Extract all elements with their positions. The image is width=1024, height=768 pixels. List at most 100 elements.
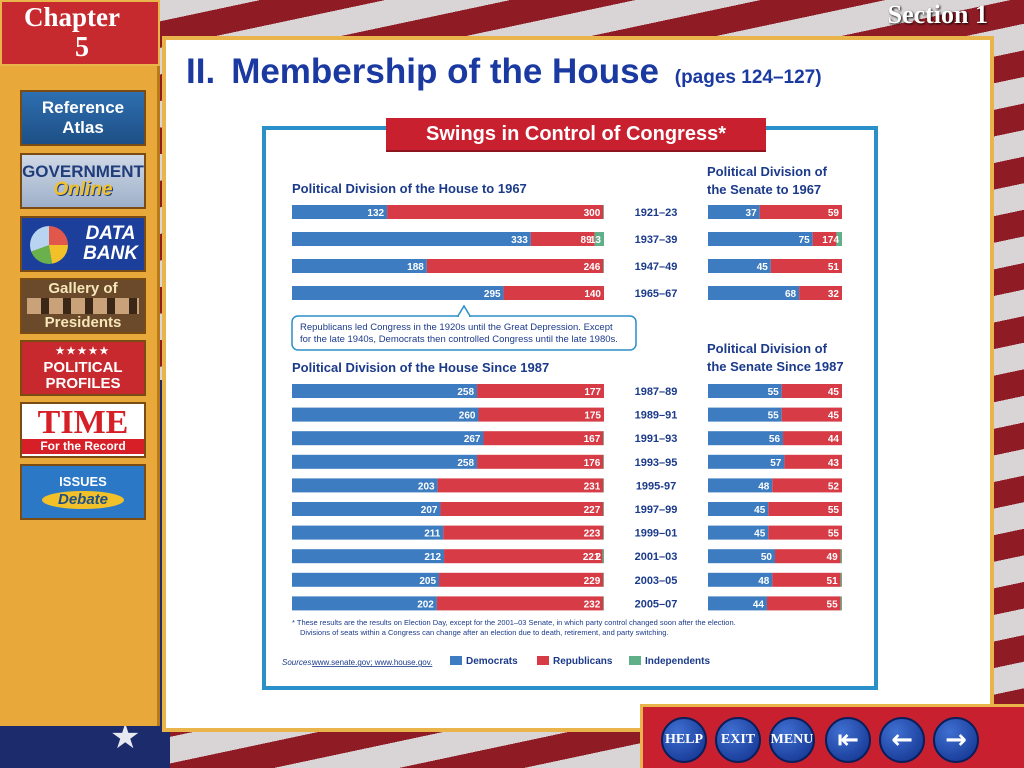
senate-bar-segment [768, 502, 842, 516]
house-bar-value: 232 [584, 599, 601, 610]
house-bar-value: 89 [581, 235, 593, 246]
congress-label: 2001–03 [635, 551, 678, 563]
house-bar-value: 221 [583, 552, 600, 563]
congress-label: 1999–01 [635, 528, 678, 540]
senate-bar-segment [708, 232, 813, 246]
house-bar-segment [292, 572, 440, 587]
political-profiles-line1: POLITICAL [43, 359, 123, 376]
issues-to-debate-button[interactable]: ISSUES Debate [20, 464, 146, 520]
senate-bar-segment [840, 549, 842, 564]
senate-bar-segment [708, 478, 773, 493]
reference-atlas-line1: Reference [41, 98, 125, 117]
government-online-line2: Online [53, 179, 113, 200]
house-bar-segment [443, 525, 604, 540]
government-online-button[interactable]: GOVERNMENT Online [20, 153, 146, 209]
house-bar-segment [292, 259, 427, 273]
data-bank-button[interactable]: DATA BANK [20, 216, 146, 272]
congress-label: 1947–49 [635, 261, 678, 273]
exit-button[interactable]: EXIT [715, 717, 761, 763]
senate-bar-segment [759, 205, 842, 219]
senate-bar-value: 45 [828, 387, 840, 398]
house-bar-segment [603, 259, 604, 273]
legend-label: Republicans [553, 656, 613, 667]
senate-bar-value: 32 [828, 289, 840, 300]
senate-bar-value: 49 [827, 552, 839, 563]
senate-bar-segment [708, 407, 782, 422]
house-bar-segment [292, 502, 441, 516]
note-line: for the late 1940s, Democrats then contr… [300, 334, 618, 345]
house-bar-segment [503, 286, 604, 300]
house-bar-segment [387, 205, 604, 219]
house-bar-value: 175 [584, 411, 601, 422]
house-bar-value: 132 [367, 208, 384, 219]
data-bank-line2: BANK [83, 243, 138, 264]
house-bar-value: 140 [584, 289, 601, 300]
senate-bar-value: 45 [757, 262, 769, 273]
footnote-line: Divisions of seats within a Congress can… [300, 628, 669, 637]
senate-bar-value: 52 [828, 481, 840, 492]
time-for-the-record-button[interactable]: TIME For the Record [20, 402, 146, 458]
help-button[interactable]: HELP [661, 717, 707, 763]
first-page-icon[interactable]: ⇤ [825, 717, 871, 763]
note-box-pointer-mask [459, 315, 469, 318]
congress-label: 1989–91 [635, 410, 678, 422]
senate-bar-value: 57 [770, 458, 782, 469]
senate-bar-segment [766, 596, 841, 611]
chapter-tab: Chapter 5 [0, 0, 160, 66]
congress-label: 1995-97 [636, 480, 676, 492]
senate-bar-value: 17 [822, 235, 834, 246]
senate-bar-value: 51 [828, 262, 840, 273]
next-arrow-icon[interactable]: → [933, 717, 979, 763]
issues-line2: Debate [41, 491, 125, 509]
senate-bar-segment [772, 478, 842, 493]
sources-text: www.senate.gov; www.house.gov. [311, 658, 432, 667]
previous-arrow-icon[interactable]: ← [879, 717, 925, 763]
congress-label: 2005–07 [635, 598, 678, 610]
senate-bar-value: 55 [827, 599, 839, 610]
gallery-of-presidents-button[interactable]: Gallery of Presidents [20, 278, 146, 334]
house-bar-segment [478, 407, 604, 422]
house-bar-segment [530, 232, 595, 246]
house-bar-value: 231 [584, 481, 601, 492]
senate-bar-segment [768, 525, 842, 540]
senate-bar-value: 45 [828, 411, 840, 422]
house-bar-segment [444, 549, 603, 564]
gallery-line1: Gallery of [48, 280, 118, 297]
senate-bar-segment [708, 502, 769, 516]
house-bar-value: 333 [511, 235, 528, 246]
gallery-line2: Presidents [44, 314, 122, 331]
house-bar-value: 246 [584, 262, 601, 273]
house-bar-value: 258 [457, 458, 474, 469]
senate-bar-segment [708, 525, 769, 540]
house-bar-segment [603, 431, 604, 446]
house-bar-segment [292, 525, 444, 540]
house-bar-value: 223 [584, 529, 601, 540]
house-bar-segment [292, 549, 445, 564]
chart-frame: Political Division of the House to 1967 P… [262, 126, 878, 690]
legend-swatch [629, 656, 641, 665]
senate-bar-value: 56 [769, 434, 781, 445]
senate-bar-value: 75 [799, 235, 811, 246]
sidebar: Reference Atlas GOVERNMENT Online DATA B… [0, 66, 160, 726]
senate-bar-segment [836, 232, 842, 246]
senate-bar-value: 37 [746, 208, 758, 219]
menu-button[interactable]: MENU [769, 717, 815, 763]
house-bar-value: 295 [484, 289, 501, 300]
congress-label: 1965–67 [635, 288, 678, 300]
reference-atlas-button[interactable]: Reference Atlas [20, 90, 146, 146]
house-bar-segment [594, 232, 604, 246]
congress-label: 1987–89 [635, 386, 678, 398]
house-bar-value: 177 [584, 387, 601, 398]
title-roman-numeral: II. [186, 52, 216, 91]
presidents-portraits-icon [27, 298, 139, 314]
house-bar-segment [603, 596, 604, 611]
data-bank-line1: DATA [85, 223, 136, 244]
senate-bar-value: 4 [833, 235, 839, 246]
house-bar-value: 260 [459, 411, 476, 422]
government-online-line1: GOVERNMENT [22, 162, 144, 181]
political-profiles-button[interactable]: ★★★★★ POLITICAL PROFILES [20, 340, 146, 396]
house-bar-segment [292, 596, 437, 611]
senate-bar-segment [812, 232, 837, 246]
senate-bar-value: 55 [828, 529, 840, 540]
house-bar-segment [292, 286, 504, 300]
